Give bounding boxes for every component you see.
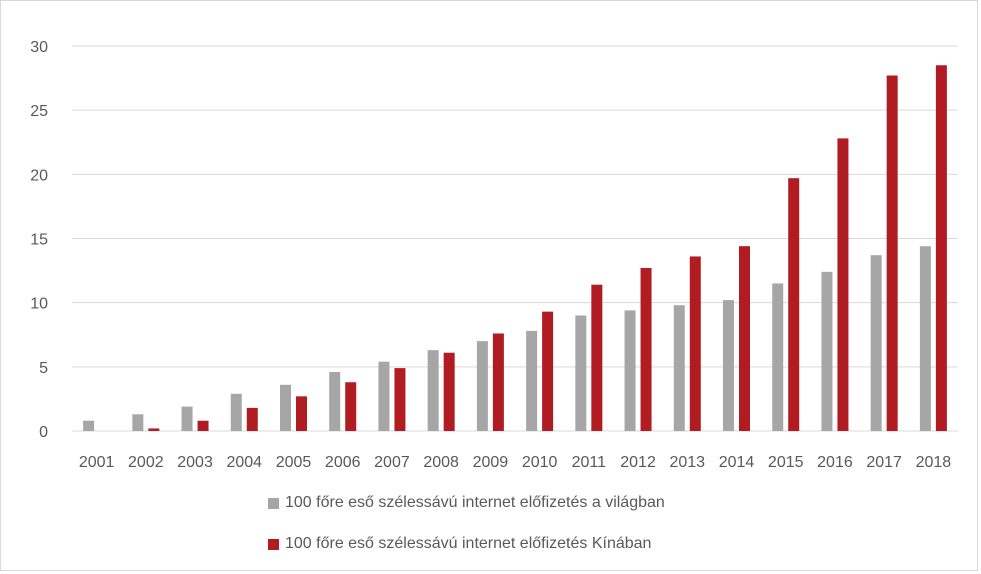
gridlines: [72, 45, 958, 432]
x-tick-label: 2010: [522, 454, 558, 471]
x-tick-label: 2004: [226, 454, 262, 471]
bar-china-2005: [296, 396, 307, 431]
bar-world-2014: [723, 300, 734, 431]
x-tick-label: 2011: [572, 454, 607, 471]
y-tick-label: 10: [30, 296, 48, 313]
bar-world-2006: [329, 371, 341, 431]
y-axis-ticks: 0 5 10 15 20 25 30: [30, 39, 48, 441]
x-tick-label: 2012: [620, 454, 656, 471]
bar-china-2008: [443, 352, 455, 431]
bar-world-2005: [280, 384, 291, 431]
bar-china-2002: [148, 428, 160, 431]
legend-label-china: 100 főre eső szélessávú internet előfize…: [285, 535, 652, 552]
x-tick-label: 2013: [669, 454, 705, 471]
x-axis-ticks: 2001 2002 2003 2004 2005 2006 2007 2008 2009 2010…: [79, 454, 951, 471]
bar-world-2009: [476, 341, 488, 431]
bar-china-2016: [837, 138, 849, 431]
x-tick-label: 2007: [374, 454, 410, 471]
bar-china-2018: [935, 65, 947, 431]
legend-label-world: 100 főre eső szélessávú internet előfize…: [285, 494, 665, 511]
bar-world-2004: [230, 393, 242, 431]
y-tick-label: 0: [39, 424, 48, 441]
bar-world-2008: [427, 350, 439, 431]
bar-world-2002: [132, 414, 144, 431]
bar-china-2007: [394, 368, 406, 431]
x-tick-label: 2005: [276, 454, 312, 471]
y-tick-label: 5: [39, 360, 48, 377]
bar-world-2017: [870, 255, 882, 431]
legend-swatch-world: [268, 497, 279, 509]
bar-world-2011: [575, 315, 587, 431]
bar-world-2016: [821, 271, 833, 431]
x-tick-label: 2008: [423, 454, 459, 471]
x-tick-label: 2018: [916, 454, 952, 471]
bar-world-2013: [673, 305, 685, 431]
y-tick-label: 15: [30, 232, 48, 249]
bar-world-2007: [378, 361, 390, 431]
x-tick-label: 2009: [473, 454, 509, 471]
bar-china-2011: [591, 284, 603, 431]
x-tick-label: 2017: [866, 454, 902, 471]
bar-china-2017: [886, 75, 898, 432]
bar-china-2003: [197, 420, 209, 431]
bar-world-2018: [919, 246, 931, 431]
x-tick-label: 2016: [817, 454, 853, 471]
bar-china-2004: [246, 407, 258, 431]
bar-china-2013: [689, 256, 701, 431]
legend-swatch-china: [268, 538, 279, 550]
x-tick-label: 2014: [719, 454, 755, 471]
bar-china-2015: [788, 178, 800, 431]
x-tick-label: 2001: [79, 454, 115, 471]
y-tick-label: 25: [30, 103, 48, 120]
bar-china-2006: [345, 382, 357, 431]
y-tick-label: 20: [30, 167, 48, 184]
bar-china-2010: [542, 311, 554, 431]
bar-world-2001: [83, 420, 95, 431]
bar-world-2003: [181, 406, 193, 431]
x-tick-label: 2003: [177, 454, 213, 471]
legend-item-world: 100 főre eső szélessávú internet előfize…: [268, 494, 665, 512]
bar-china-2012: [640, 268, 652, 431]
bar-world-2012: [624, 310, 636, 431]
bar-world-2015: [772, 283, 784, 431]
y-tick-label: 30: [30, 39, 48, 56]
bar-china-2009: [492, 333, 504, 431]
x-tick-label: 2015: [768, 454, 804, 471]
x-tick-label: 2006: [325, 454, 361, 471]
bar-world-2010: [526, 330, 538, 431]
bars: [83, 65, 947, 432]
legend-item-china: 100 főre eső szélessávú internet előfize…: [268, 535, 651, 553]
bar-china-2014: [739, 246, 750, 431]
x-tick-label: 2002: [128, 454, 164, 471]
